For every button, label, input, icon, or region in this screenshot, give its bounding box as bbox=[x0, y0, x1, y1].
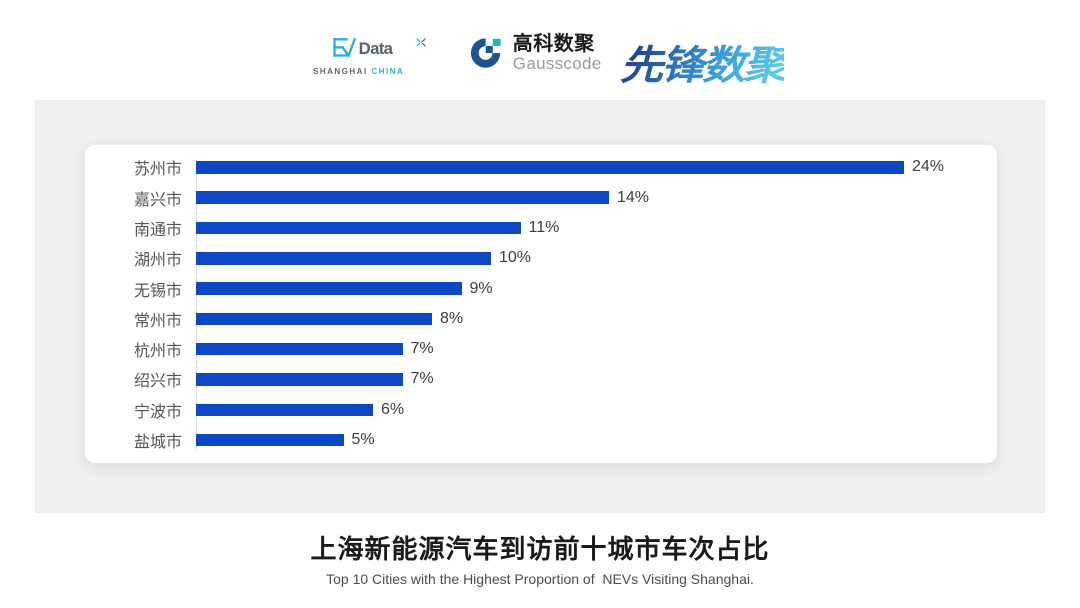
svg-text:Data: Data bbox=[359, 39, 394, 58]
